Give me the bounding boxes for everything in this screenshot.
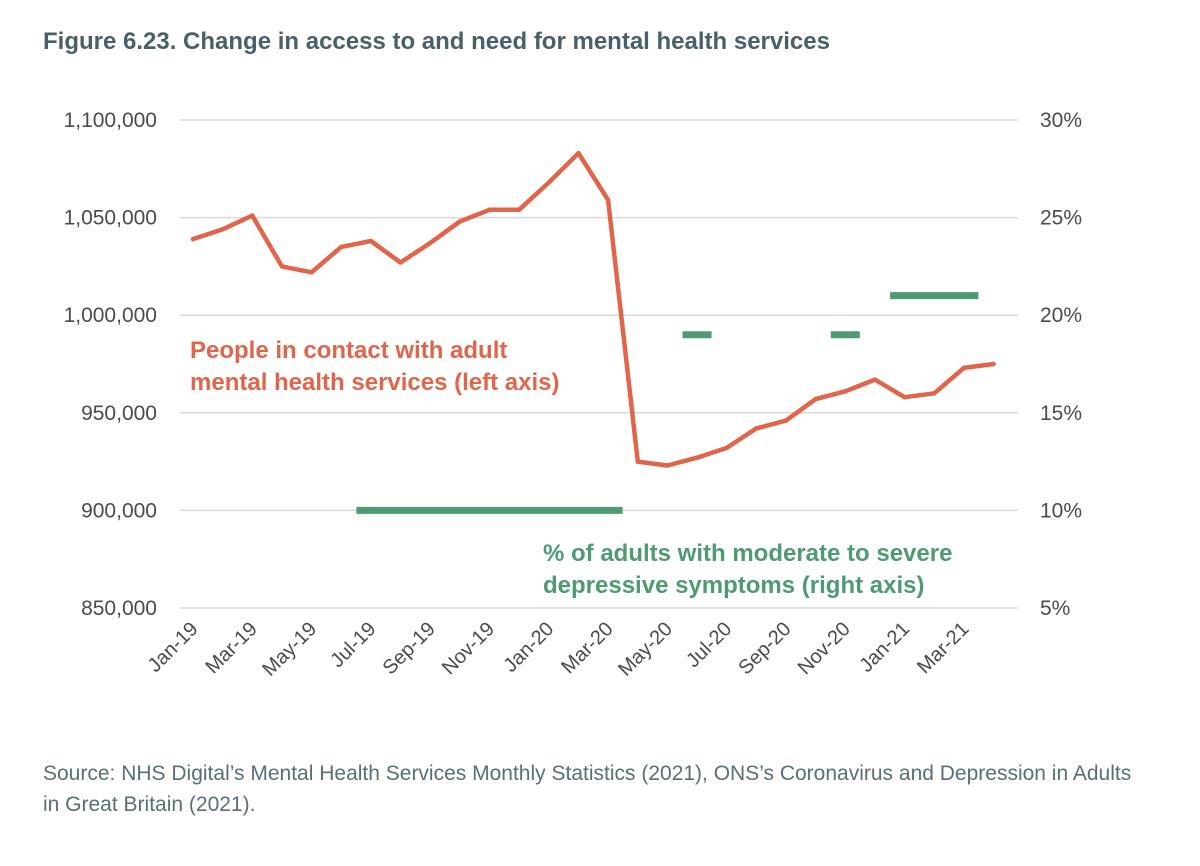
- contacts-point: [843, 389, 848, 394]
- contacts-point: [932, 391, 937, 396]
- contacts-point: [694, 455, 700, 460]
- contacts-line: [190, 150, 996, 468]
- contacts-point: [339, 244, 344, 250]
- line-chart: 850,000 900,000 950,000 1,000,000 1,050,000 1…: [64, 109, 1082, 681]
- x-axis-tick-label: Jan-21: [855, 618, 914, 677]
- contacts-point: [991, 361, 996, 367]
- contacts-point: [872, 377, 878, 382]
- contacts-annotation-line: mental health services (left axis): [190, 369, 560, 396]
- contacts-annotation: People in contact with adult mental heal…: [190, 337, 560, 396]
- grid-lines: [180, 119, 1018, 609]
- contacts-point: [546, 180, 552, 185]
- x-axis-tick-label: Jan-20: [500, 618, 559, 677]
- contacts-point: [605, 197, 611, 203]
- right-axis-tick-label: 5%: [1040, 597, 1070, 620]
- contacts-point: [961, 365, 967, 371]
- contacts-point: [368, 238, 374, 244]
- contacts-point: [576, 150, 581, 156]
- right-axis-tick-label: 15%: [1040, 402, 1082, 425]
- right-axis-ticks: 5% 10% 15% 20% 25% 30%: [1040, 109, 1082, 620]
- contacts-point: [309, 270, 314, 275]
- x-axis-tick-label: Sep-19: [379, 618, 440, 679]
- contacts-point: [487, 207, 492, 213]
- x-axis-tick-label: Nov-19: [438, 618, 499, 679]
- left-axis-tick-label: 1,050,000: [64, 207, 157, 230]
- contacts-point: [754, 426, 759, 431]
- contacts-point: [220, 227, 225, 232]
- contacts-point: [665, 463, 670, 468]
- x-axis-tick-label: May-20: [614, 618, 677, 681]
- contacts-annotation-line: People in contact with adult: [190, 337, 507, 364]
- x-axis-tick-label: Nov-20: [794, 618, 855, 679]
- x-axis-tick-label: Jan-19: [144, 618, 203, 677]
- contacts-point: [279, 264, 285, 269]
- right-axis-tick-label: 20%: [1040, 304, 1082, 327]
- left-axis-tick-label: 850,000: [81, 597, 157, 620]
- left-axis-tick-label: 900,000: [81, 499, 157, 522]
- depression-annotation-line: depressive symptoms (right axis): [543, 572, 924, 599]
- x-axis-tick-label: May-19: [258, 618, 321, 681]
- contacts-point: [635, 459, 640, 464]
- annotations: People in contact with adult mental heal…: [190, 337, 959, 599]
- x-axis-tick-label: Jul-20: [682, 618, 736, 672]
- x-axis-tick-label: Jul-19: [326, 618, 380, 672]
- contacts-series: [190, 150, 996, 468]
- contacts-point: [250, 213, 255, 218]
- x-axis-tick-label: Mar-19: [201, 618, 261, 678]
- x-axis-tick-label: Mar-21: [913, 618, 973, 678]
- contacts-point: [398, 260, 403, 265]
- x-axis-tick-label: Mar-20: [557, 618, 617, 678]
- right-axis-tick-label: 25%: [1040, 207, 1082, 230]
- contacts-point: [190, 236, 196, 242]
- source-note: Source: NHS Digital’s Mental Health Serv…: [43, 762, 1132, 816]
- contacts-point: [427, 240, 433, 246]
- contacts-point: [724, 445, 729, 451]
- chart-title: Figure 6.23. Change in access to and nee…: [43, 28, 830, 55]
- contacts-point: [902, 394, 907, 400]
- left-axis-tick-label: 1,100,000: [64, 109, 157, 132]
- left-axis-tick-label: 1,000,000: [64, 304, 157, 327]
- contacts-point: [813, 396, 818, 402]
- right-axis-tick-label: 30%: [1040, 109, 1082, 132]
- left-axis-tick-label: 950,000: [81, 402, 157, 425]
- contacts-point: [516, 207, 522, 213]
- depression-annotation-line: % of adults with moderate to severe: [543, 540, 952, 567]
- depression-series: [356, 292, 979, 514]
- contacts-point: [783, 418, 789, 423]
- right-axis-tick-label: 10%: [1040, 499, 1082, 522]
- left-axis-ticks: 850,000 900,000 950,000 1,000,000 1,050,000 1…: [64, 109, 157, 620]
- depression-annotation: % of adults with moderate to severe depr…: [543, 540, 959, 599]
- x-axis-tick-label: Sep-20: [734, 618, 795, 679]
- contacts-point: [457, 219, 463, 224]
